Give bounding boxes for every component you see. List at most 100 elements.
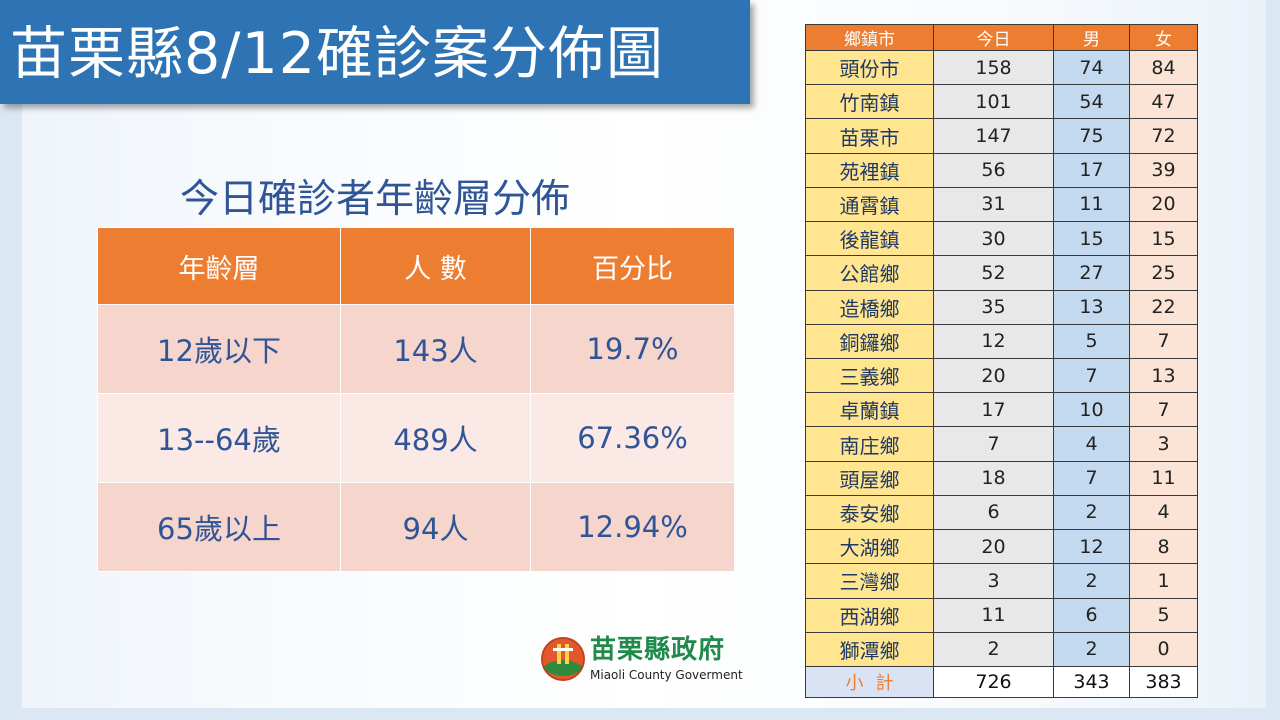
town-name-cell: 大湖鄉 (805, 529, 934, 565)
township-case-table: 鄉鎮市 今日 男 女 頭份市 158 74 84 竹南鎮 101 54 47 苗栗市 147 7… (805, 24, 1198, 699)
table-row: 銅鑼鄉 12 5 7 (805, 323, 1198, 359)
town-name-cell: 泰安鄉 (805, 494, 934, 531)
town-today-cell: 31 (933, 186, 1054, 223)
table-row: 竹南鎮 101 54 47 (805, 84, 1198, 120)
town-today-cell: 12 (933, 323, 1054, 359)
town-today-cell: 56 (933, 152, 1054, 188)
table-row: 頭份市 158 74 84 (805, 49, 1198, 86)
town-female-cell: 25 (1129, 255, 1198, 291)
town-header-female: 女 (1129, 24, 1198, 51)
town-male-cell: 54 (1053, 84, 1130, 120)
age-header-count: 人 數 (340, 227, 531, 305)
town-today-cell: 101 (933, 84, 1054, 120)
age-group-cell: 65歲以上 (97, 482, 341, 572)
table-row: 三灣鄉 3 2 1 (805, 563, 1198, 599)
town-header-name: 鄉鎮市 (805, 24, 934, 51)
age-percent-cell: 12.94% (530, 482, 735, 572)
town-today-cell: 11 (933, 597, 1054, 633)
town-name-cell: 卓蘭鎮 (805, 392, 934, 428)
age-group-cell: 13--64歲 (97, 393, 341, 483)
town-today-cell: 17 (933, 392, 1054, 428)
town-name-cell: 三灣鄉 (805, 563, 934, 599)
town-female-cell: 5 (1129, 597, 1198, 633)
town-name-cell: 苗栗市 (805, 118, 934, 154)
town-male-cell: 27 (1053, 255, 1130, 291)
title-banner: 苗栗縣8/12確診案分佈圖 (0, 0, 750, 104)
town-male-cell: 74 (1053, 49, 1130, 86)
age-header-percent: 百分比 (530, 227, 735, 305)
table-row: 大湖鄉 20 12 8 (805, 529, 1198, 565)
table-row: 頭屋鄉 18 7 11 (805, 460, 1198, 496)
town-female-cell: 47 (1129, 84, 1198, 120)
town-male-cell: 17 (1053, 152, 1130, 188)
town-male-cell: 10 (1053, 392, 1130, 428)
town-male-cell: 7 (1053, 460, 1130, 496)
town-today-cell: 52 (933, 255, 1054, 291)
total-label-cell: 小計 (805, 665, 934, 699)
town-today-cell: 20 (933, 357, 1054, 394)
town-female-cell: 15 (1129, 221, 1198, 257)
town-female-cell: 13 (1129, 357, 1198, 394)
town-female-cell: 4 (1129, 494, 1198, 531)
age-table-title: 今日確診者年齡層分佈 (180, 177, 571, 222)
town-female-cell: 39 (1129, 152, 1198, 188)
town-today-cell: 6 (933, 494, 1054, 531)
table-row: 三義鄉 20 7 13 (805, 357, 1198, 394)
total-today-cell: 726 (933, 665, 1054, 699)
table-row: 西湖鄉 11 6 5 (805, 597, 1198, 633)
age-count-cell: 489人 (340, 393, 531, 483)
town-name-cell: 頭份市 (805, 49, 934, 86)
age-count-cell: 143人 (340, 304, 531, 394)
age-distribution-table: 年齡層 人 數 百分比 12歲以下 143人 19.7% 13--64歲 489… (97, 227, 735, 572)
town-table-header-row: 鄉鎮市 今日 男 女 (805, 24, 1198, 51)
town-name-cell: 苑裡鎮 (805, 152, 934, 188)
age-group-cell: 12歲以下 (97, 304, 341, 394)
town-male-cell: 6 (1053, 597, 1130, 633)
town-name-cell: 造橋鄉 (805, 289, 934, 325)
town-male-cell: 11 (1053, 186, 1130, 223)
table-row: 通霄鎮 31 11 20 (805, 186, 1198, 223)
town-male-cell: 2 (1053, 563, 1130, 599)
town-today-cell: 158 (933, 49, 1054, 86)
town-name-cell: 獅潭鄉 (805, 631, 934, 667)
town-female-cell: 7 (1129, 392, 1198, 428)
age-percent-cell: 67.36% (530, 393, 735, 483)
table-row: 獅潭鄉 2 2 0 (805, 631, 1198, 667)
table-row: 泰安鄉 6 2 4 (805, 494, 1198, 531)
town-male-cell: 75 (1053, 118, 1130, 154)
table-row: 公館鄉 52 27 25 (805, 255, 1198, 291)
table-row: 卓蘭鎮 17 10 7 (805, 392, 1198, 428)
town-today-cell: 7 (933, 426, 1054, 462)
table-row: 南庄鄉 7 4 3 (805, 426, 1198, 462)
town-female-cell: 1 (1129, 563, 1198, 599)
town-male-cell: 5 (1053, 323, 1130, 359)
slide-frame-right (1266, 0, 1280, 720)
town-today-cell: 20 (933, 529, 1054, 565)
county-emblem-icon (541, 637, 585, 681)
town-male-cell: 2 (1053, 631, 1130, 667)
town-male-cell: 4 (1053, 426, 1130, 462)
table-row: 苑裡鎮 56 17 39 (805, 152, 1198, 188)
town-today-cell: 30 (933, 221, 1054, 257)
town-today-cell: 35 (933, 289, 1054, 325)
town-male-cell: 15 (1053, 221, 1130, 257)
town-name-cell: 公館鄉 (805, 255, 934, 291)
table-row: 造橋鄉 35 13 22 (805, 289, 1198, 325)
town-today-cell: 18 (933, 460, 1054, 496)
page-title: 苗栗縣8/12確診案分佈圖 (10, 21, 664, 87)
town-today-cell: 2 (933, 631, 1054, 667)
age-percent-cell: 19.7% (530, 304, 735, 394)
table-row: 苗栗市 147 75 72 (805, 118, 1198, 154)
town-female-cell: 22 (1129, 289, 1198, 325)
county-name-cn: 苗栗縣政府 (590, 635, 726, 665)
age-count-cell: 94人 (340, 482, 531, 572)
town-female-cell: 7 (1129, 323, 1198, 359)
town-female-cell: 84 (1129, 49, 1198, 86)
town-today-cell: 3 (933, 563, 1054, 599)
town-male-cell: 12 (1053, 529, 1130, 565)
town-total-row: 小計 726 343 383 (805, 665, 1198, 699)
table-row: 後龍鎮 30 15 15 (805, 221, 1198, 257)
age-header-group: 年齡層 (97, 227, 341, 305)
town-name-cell: 竹南鎮 (805, 84, 934, 120)
total-male-cell: 343 (1053, 665, 1130, 699)
